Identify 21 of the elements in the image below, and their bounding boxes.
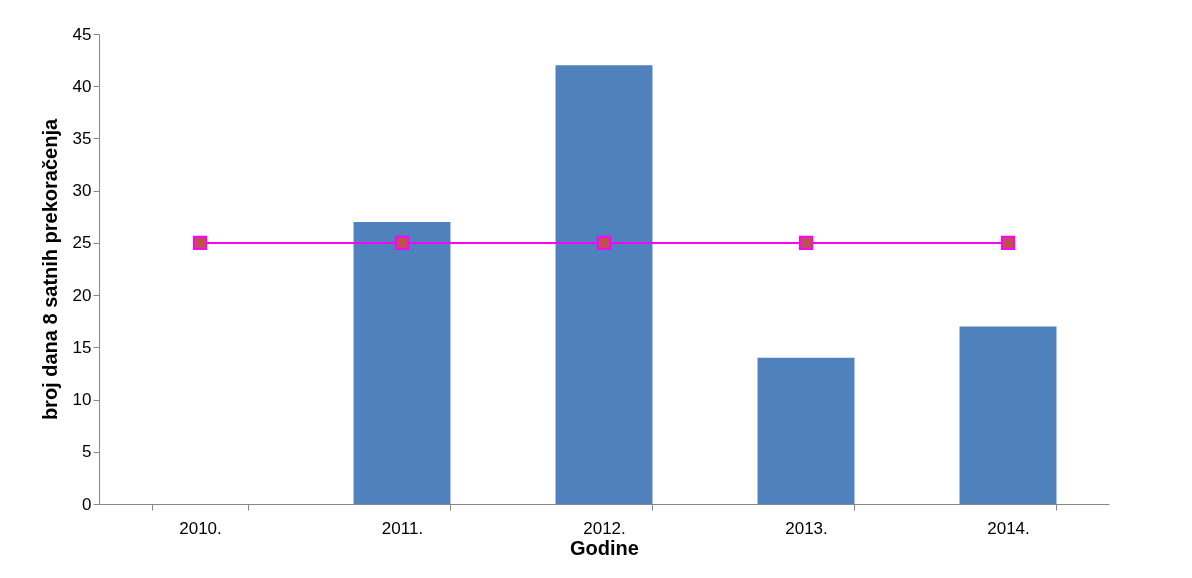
y-tick-label: 20 xyxy=(72,285,92,305)
x-tick-label: 2011. xyxy=(381,518,424,538)
bar xyxy=(757,357,855,504)
y-tick-label: 40 xyxy=(72,76,92,96)
y-tick-label: 5 xyxy=(82,442,92,462)
y-tick-label: 15 xyxy=(72,337,92,357)
y-tick-label: 45 xyxy=(72,24,92,44)
bar xyxy=(555,65,653,504)
x-tick-label: 2013. xyxy=(785,518,828,538)
y-axis-title: broj dana 8 satnih prekoračenja xyxy=(38,118,61,421)
x-tick-label: 2014. xyxy=(987,518,1030,538)
x-axis-title: Godine xyxy=(570,536,639,559)
y-tick-label: 0 xyxy=(82,494,92,514)
y-tick-label: 25 xyxy=(72,233,92,253)
y-tick-label: 30 xyxy=(72,181,92,201)
bar xyxy=(959,326,1057,504)
y-tick-label: 35 xyxy=(72,128,92,148)
y-tick-label: 10 xyxy=(72,390,92,410)
x-tick-label: 2010. xyxy=(179,518,222,538)
bar xyxy=(353,222,451,504)
x-tick-label: 2012. xyxy=(583,518,626,538)
